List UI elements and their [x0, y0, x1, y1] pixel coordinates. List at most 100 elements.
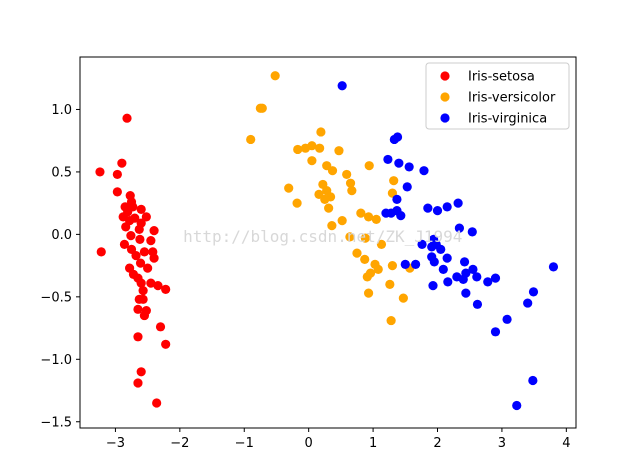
- data-point-1-47: [161, 339, 171, 349]
- data-point-1-38: [161, 284, 171, 294]
- data-point-2-26: [292, 198, 302, 208]
- data-point-3-11: [432, 206, 443, 216]
- data-point-3-46: [502, 314, 512, 324]
- data-point-1-10: [136, 204, 146, 214]
- x-tick-label: −2: [170, 436, 189, 451]
- data-point-1-5: [112, 187, 122, 197]
- data-point-2-36: [352, 248, 362, 258]
- data-point-3-44: [472, 299, 483, 309]
- data-point-2-19: [284, 183, 294, 193]
- data-point-2-30: [371, 214, 381, 224]
- data-point-1-28: [131, 251, 141, 261]
- data-point-2-25: [320, 194, 330, 205]
- legend-marker: [440, 71, 450, 81]
- data-point-2-39: [373, 264, 383, 274]
- data-point-2-14: [327, 166, 338, 176]
- legend-box: [425, 62, 570, 130]
- data-point-1-3: [95, 167, 105, 177]
- points-layer: [95, 71, 559, 411]
- x-tick-label: −1: [235, 436, 254, 451]
- y-tick-label: −0.5: [40, 290, 72, 305]
- data-point-3-1: [337, 81, 347, 91]
- data-point-3-37: [483, 277, 493, 287]
- data-point-1-36: [146, 278, 156, 288]
- y-tick-label: −1.5: [40, 415, 72, 430]
- data-point-2-3: [257, 103, 267, 113]
- data-point-1-29: [149, 253, 159, 263]
- data-point-1-32: [143, 263, 153, 273]
- x-tick-label: 1: [369, 436, 377, 451]
- data-point-2-16: [345, 178, 356, 188]
- legend: Iris-setosa Iris-versicolor Iris-virginica: [425, 62, 570, 130]
- data-point-3-9: [392, 194, 402, 205]
- data-point-1-4: [112, 169, 122, 180]
- data-point-3-30: [459, 257, 470, 267]
- x-tick-label: −3: [106, 436, 125, 451]
- data-point-3-40: [428, 280, 438, 291]
- data-point-3-6: [404, 162, 414, 172]
- data-point-3-10: [423, 203, 433, 213]
- data-point-2-15: [342, 169, 352, 180]
- data-point-3-23: [427, 242, 437, 252]
- data-point-2-7: [300, 143, 311, 153]
- data-point-1-42: [133, 304, 143, 314]
- data-point-2-5: [316, 127, 326, 137]
- legend-label: Iris-setosa: [468, 70, 535, 85]
- y-axis: −1.5 −1.0 −0.5 0.0 0.5 1.0: [40, 103, 80, 430]
- data-point-3-48: [528, 375, 538, 386]
- data-point-2-28: [356, 208, 366, 218]
- data-point-2-47: [386, 315, 396, 326]
- data-point-2-35: [376, 239, 387, 249]
- data-point-3-38: [490, 273, 501, 283]
- data-point-2-40: [387, 261, 398, 271]
- data-point-3-19: [467, 227, 477, 237]
- legend-marker: [440, 92, 450, 102]
- data-point-1-2: [117, 158, 127, 168]
- y-tick-label: 1.0: [51, 103, 72, 118]
- data-point-1-19: [149, 226, 159, 236]
- data-point-3-39: [548, 262, 559, 272]
- data-point-3-5: [394, 158, 404, 168]
- data-point-1-30: [135, 258, 146, 268]
- legend-label: Iris-versicolor: [468, 91, 556, 106]
- data-point-1-39: [138, 285, 148, 296]
- data-point-1-46: [133, 332, 143, 342]
- data-point-1-27: [96, 247, 106, 257]
- data-point-3-12: [442, 202, 452, 212]
- data-point-1-44: [139, 310, 150, 321]
- data-point-3-43: [528, 287, 539, 297]
- data-point-3-18: [454, 223, 465, 233]
- data-point-1-17: [121, 222, 131, 232]
- data-point-3-25: [442, 253, 452, 263]
- data-point-2-45: [363, 288, 374, 298]
- data-point-3-8: [402, 182, 412, 192]
- data-point-2-33: [345, 232, 355, 242]
- data-point-1-45: [155, 322, 166, 332]
- data-point-2-21: [347, 186, 357, 196]
- data-point-1-50: [152, 398, 162, 408]
- data-point-1-21: [135, 234, 145, 244]
- data-point-3-47: [490, 327, 501, 337]
- data-point-2-44: [385, 279, 395, 289]
- data-point-3-28: [411, 259, 421, 269]
- data-point-3-49: [512, 400, 522, 411]
- data-point-1-25: [139, 247, 150, 257]
- data-point-1-37: [153, 280, 163, 291]
- data-point-1-22: [146, 236, 156, 246]
- data-point-2-18: [389, 176, 399, 186]
- data-point-3-29: [429, 257, 439, 267]
- data-point-3-24: [436, 244, 446, 254]
- data-point-2-32: [327, 221, 337, 231]
- data-point-2-37: [360, 254, 370, 264]
- data-point-2-8: [293, 144, 303, 155]
- data-point-3-32: [468, 264, 478, 274]
- data-point-1-14: [141, 212, 151, 222]
- x-axis: −3 −2 −1 0 1 2 3 4: [106, 428, 570, 451]
- data-point-3-17: [396, 211, 406, 221]
- data-point-3-36: [472, 272, 482, 282]
- data-point-3-42: [461, 288, 471, 298]
- legend-marker: [440, 113, 450, 123]
- data-point-2-4: [246, 134, 256, 145]
- data-point-2-43: [362, 272, 372, 282]
